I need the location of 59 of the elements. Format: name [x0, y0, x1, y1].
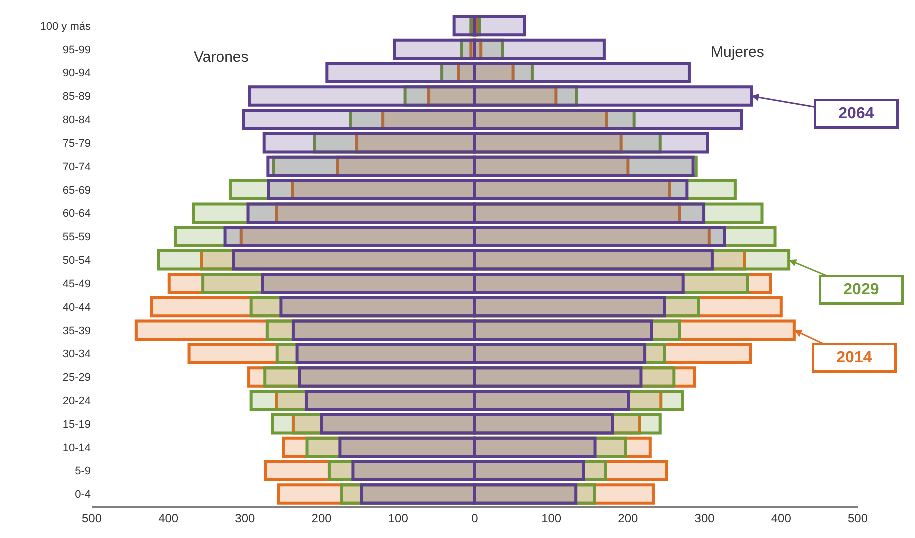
- bar: [452, 15, 476, 37]
- bar: [474, 390, 630, 412]
- bar: [474, 62, 691, 84]
- y-tick-label: 15-19: [62, 418, 91, 431]
- y-tick-label: 5-9: [75, 466, 91, 478]
- x-tick-label: 300: [235, 511, 256, 526]
- bar: [326, 62, 476, 84]
- bar: [242, 109, 476, 130]
- y-tick-label: 40-44: [62, 302, 91, 314]
- text: 2014: [836, 350, 872, 366]
- y-tick-label: 60-64: [62, 208, 91, 220]
- x-tick-label: 200: [312, 511, 332, 526]
- x-tick-label: 500: [82, 511, 102, 526]
- x-tick-label: 200: [618, 511, 639, 526]
- bar: [474, 413, 614, 435]
- y-tick-label: 90-94: [62, 68, 91, 80]
- y-tick-label: 50-54: [62, 255, 91, 268]
- y-tick-label: 75-79: [62, 138, 91, 150]
- y-tick-label: 95-99: [62, 44, 91, 56]
- bar: [261, 272, 476, 294]
- x-tick-label: 100: [542, 511, 562, 526]
- y-tick-label: 10-14: [62, 442, 91, 454]
- text: 2064: [838, 106, 874, 122]
- bar: [474, 132, 710, 154]
- bar: [338, 436, 476, 458]
- y-tick-label: 85-89: [62, 91, 91, 104]
- bar: [298, 366, 476, 388]
- bar: [352, 460, 476, 482]
- x-tick-label: 400: [771, 511, 792, 526]
- y-tick-label: 80-84: [62, 114, 91, 127]
- y-tick-label: 55-59: [62, 232, 91, 244]
- x-tick-label: 0: [472, 511, 479, 526]
- annotation: Varones: [194, 49, 249, 66]
- x-tick-label: 100: [388, 511, 409, 526]
- y-tick-label: 70-74: [62, 161, 91, 174]
- y-tick-label: 20-24: [62, 395, 91, 408]
- bar: [262, 132, 476, 154]
- text: 2029: [844, 282, 880, 298]
- bar: [474, 460, 586, 482]
- bar: [393, 38, 476, 60]
- bar: [474, 109, 744, 130]
- y-tick-label: 35-39: [62, 325, 91, 338]
- y-tick-label: 30-34: [62, 348, 91, 361]
- bar: [474, 38, 606, 60]
- x-tick-label: 400: [158, 511, 179, 526]
- bar: [248, 86, 476, 107]
- y-tick-label: 0-4: [75, 489, 91, 502]
- y-tick-label: 25-29: [62, 372, 91, 384]
- y-tick-label: 65-69: [62, 184, 91, 197]
- x-tick-label: 300: [694, 511, 716, 526]
- bar: [474, 366, 643, 388]
- bar: [474, 436, 597, 458]
- annotation: Mujeres: [711, 44, 764, 61]
- bar: [320, 413, 476, 435]
- y-tick-label: 100 y más: [40, 20, 92, 33]
- bar: [474, 15, 526, 37]
- y-tick-label: 45-49: [62, 278, 91, 290]
- bar: [474, 272, 685, 294]
- x-tick-label: 500: [848, 511, 868, 526]
